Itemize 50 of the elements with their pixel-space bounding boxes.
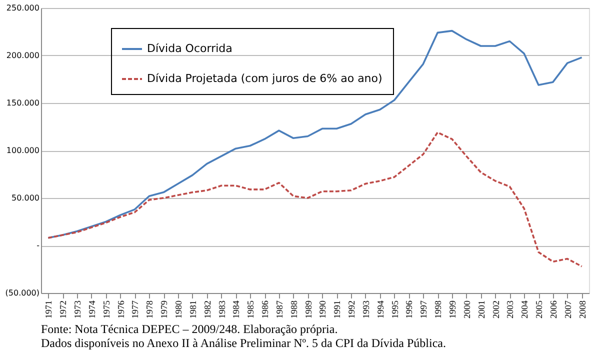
x-tick-label: 1980 xyxy=(174,300,184,318)
x-tick-label: 2000 xyxy=(462,300,472,318)
source-note: Fonte: Nota Técnica DEPEC – 2009/248. Elaboração própria. xyxy=(41,322,338,336)
x-tick-label: 2003 xyxy=(505,300,516,318)
x-tick-label: 1996 xyxy=(404,300,414,318)
x-tick-label: 2007 xyxy=(562,300,573,318)
x-tick-label: 1999 xyxy=(448,300,458,318)
y-tick-label: (50.000) xyxy=(5,288,40,298)
x-tick-label: 1985 xyxy=(246,300,256,318)
x-tick-label: 2008 xyxy=(577,300,588,318)
x-tick-label: 1998 xyxy=(433,300,444,318)
y-tick-label: 200.000 xyxy=(6,51,40,60)
x-tick-label: 1972 xyxy=(58,300,68,318)
x-tick-label: 1976 xyxy=(116,300,126,318)
legend-label: Dívida Ocorrida xyxy=(147,42,232,55)
x-tick-label: 2005 xyxy=(534,300,544,318)
x-tick-label: 1975 xyxy=(101,300,112,318)
y-tick-label: 250.000 xyxy=(6,4,40,12)
x-tick-label: 1991 xyxy=(332,300,342,318)
x-tick-label: 2004 xyxy=(520,300,530,318)
x-tick-label: 1990 xyxy=(318,300,328,318)
x-tick-label: 1971 xyxy=(44,300,54,318)
x-tick-label: 2002 xyxy=(490,300,501,318)
x-tick-label: 1995 xyxy=(390,300,400,318)
x-tick-label: 2001 xyxy=(476,300,486,318)
legend-label: Dívida Projetada (com juros de 6% ao ano) xyxy=(147,72,382,85)
x-tick-label: 1982 xyxy=(202,300,212,318)
y-tick-label: - xyxy=(36,241,40,250)
x-tick-label: 1977 xyxy=(130,300,140,318)
x-tick-label: 1986 xyxy=(260,300,270,318)
y-tick-label: 150.000 xyxy=(6,98,40,108)
y-tick-label: 100.000 xyxy=(6,146,40,155)
x-tick-label: 1994 xyxy=(375,300,386,318)
x-tick-label: 1983 xyxy=(216,300,227,318)
x-tick-label: 1984 xyxy=(231,300,242,318)
x-tick-label: 1987 xyxy=(274,300,284,318)
x-tick-label: 1974 xyxy=(86,300,97,318)
text: Dados disponíveis no Anexo II à Análise Preliminar Nº. 5 da CPI da Dívida Pública. xyxy=(41,336,446,350)
y-tick-label: 50.000 xyxy=(12,194,40,202)
x-tick-label: 2006 xyxy=(548,300,558,318)
x-tick-label: 1978 xyxy=(144,300,155,318)
x-tick-label: 1973 xyxy=(72,300,83,318)
x-tick-label: 1997 xyxy=(418,300,429,318)
x-tick-label: 1981 xyxy=(188,300,198,318)
x-tick-label: 1993 xyxy=(360,300,371,318)
x-tick-label: 1989 xyxy=(303,300,314,318)
x-tick-label: 1988 xyxy=(288,300,299,318)
line-series xyxy=(47,132,583,268)
x-tick-label: 1979 xyxy=(159,300,170,318)
x-tick-label: 1992 xyxy=(346,300,357,318)
